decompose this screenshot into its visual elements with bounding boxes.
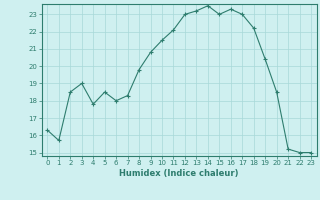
- X-axis label: Humidex (Indice chaleur): Humidex (Indice chaleur): [119, 169, 239, 178]
